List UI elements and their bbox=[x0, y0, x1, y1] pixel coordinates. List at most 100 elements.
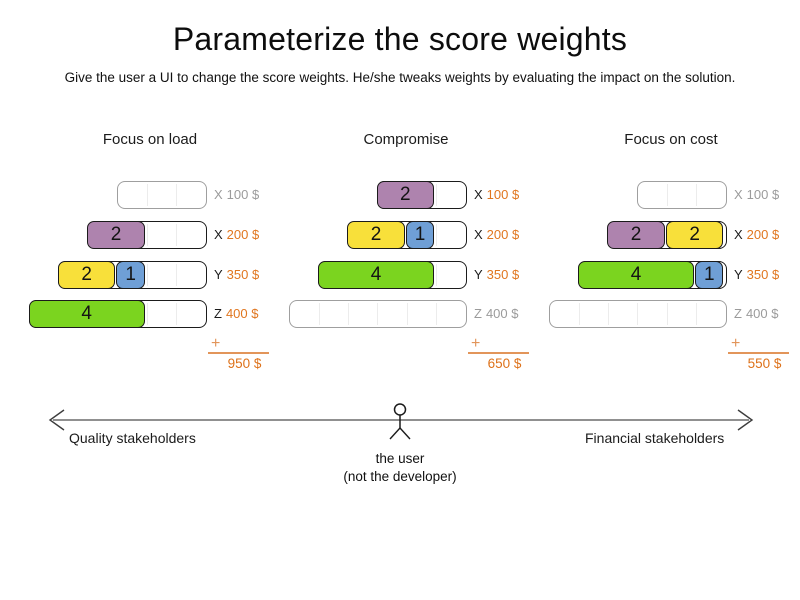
sum-line bbox=[208, 352, 269, 354]
row-label: X 200 $ bbox=[474, 221, 519, 248]
resource-letter: Z bbox=[214, 306, 222, 321]
segment-divider bbox=[377, 303, 379, 325]
weight-block-yellow: 2 bbox=[347, 220, 405, 249]
sum-line bbox=[468, 352, 529, 354]
segment-divider bbox=[608, 303, 610, 325]
segment-divider bbox=[578, 303, 580, 325]
weight-block-green: 4 bbox=[317, 260, 435, 289]
segment-divider bbox=[318, 303, 320, 325]
segment-divider bbox=[176, 224, 178, 246]
resource-letter: Z bbox=[734, 306, 742, 321]
segment-divider bbox=[436, 184, 438, 206]
row-label: Y 350 $ bbox=[734, 261, 779, 288]
weight-block-purple: 2 bbox=[87, 220, 145, 249]
weight-block-blue: 1 bbox=[116, 260, 145, 289]
row-label: X 100 $ bbox=[734, 181, 779, 208]
resource-cost: 200 $ bbox=[486, 227, 520, 242]
resource-cost: 200 $ bbox=[746, 227, 780, 242]
resource-cost: 400 $ bbox=[745, 306, 779, 321]
row-label: X 100 $ bbox=[214, 181, 259, 208]
segment-divider bbox=[436, 303, 438, 325]
resource-cost: 100 $ bbox=[746, 187, 780, 202]
left-arrowhead-icon bbox=[48, 409, 65, 431]
resource-cost: 350 $ bbox=[746, 267, 780, 282]
row-label: Z 400 $ bbox=[474, 300, 519, 327]
row-label: Z 400 $ bbox=[734, 300, 779, 327]
segment-divider bbox=[637, 303, 639, 325]
segment-divider bbox=[666, 184, 668, 206]
page-subtitle: Give the user a UI to change the score w… bbox=[64, 70, 736, 85]
stick-figure-icon bbox=[389, 403, 411, 440]
resource-letter: X bbox=[214, 187, 223, 202]
segment-divider bbox=[406, 303, 408, 325]
capacity-bar bbox=[549, 300, 727, 328]
row-label: Z 400 $ bbox=[214, 300, 259, 327]
segment-divider bbox=[146, 184, 148, 206]
resource-letter: Y bbox=[214, 267, 223, 282]
capacity-bar bbox=[117, 181, 207, 209]
segment-divider bbox=[436, 264, 438, 286]
panel-header-focus-on-load: Focus on load bbox=[102, 131, 198, 148]
plus-sign: + bbox=[471, 335, 481, 352]
total-cost: 650 $ bbox=[487, 356, 522, 371]
weight-block-blue: 1 bbox=[405, 220, 435, 249]
resource-cost: 100 $ bbox=[486, 187, 520, 202]
capacity-bar bbox=[289, 300, 467, 328]
segment-divider bbox=[176, 184, 178, 206]
resource-letter: X bbox=[474, 187, 483, 202]
segment-divider bbox=[146, 303, 148, 325]
user-caption-line1: the user bbox=[375, 451, 425, 466]
segment-divider bbox=[348, 303, 350, 325]
resource-cost: 350 $ bbox=[486, 267, 520, 282]
weight-block-green: 4 bbox=[28, 299, 145, 328]
capacity-bar: 2 bbox=[376, 180, 467, 209]
row-label: Y 350 $ bbox=[474, 261, 519, 288]
resource-letter: X bbox=[214, 227, 223, 242]
capacity-bar bbox=[637, 181, 727, 209]
panel-header-focus-on-cost: Focus on cost bbox=[624, 131, 718, 148]
plus-sign: + bbox=[731, 335, 741, 352]
page-title: Parameterize the score weights bbox=[172, 21, 628, 57]
total-cost: 950 $ bbox=[227, 356, 262, 371]
resource-cost: 400 $ bbox=[485, 306, 519, 321]
segment-divider bbox=[436, 224, 438, 246]
right-arrowhead-icon bbox=[737, 409, 754, 431]
capacity-bar: 4 bbox=[28, 299, 207, 328]
sum-line bbox=[728, 352, 789, 354]
weight-block-yellow: 2 bbox=[57, 260, 116, 289]
resource-cost: 400 $ bbox=[225, 306, 259, 321]
row-label: X 200 $ bbox=[214, 221, 259, 248]
resource-cost: 100 $ bbox=[226, 187, 260, 202]
resource-letter: Y bbox=[734, 267, 743, 282]
quality-stakeholders-label: Quality stakeholders bbox=[69, 430, 196, 446]
weight-block-purple: 2 bbox=[376, 180, 435, 209]
resource-letter: Z bbox=[474, 306, 482, 321]
resource-cost: 200 $ bbox=[226, 227, 260, 242]
stakeholder-axis bbox=[48, 403, 754, 440]
segment-divider bbox=[146, 224, 148, 246]
total-cost: 550 $ bbox=[747, 356, 782, 371]
resource-letter: X bbox=[734, 227, 743, 242]
row-label: X 200 $ bbox=[734, 221, 779, 248]
financial-stakeholders-label: Financial stakeholders bbox=[585, 430, 725, 446]
weight-block-green: 4 bbox=[577, 260, 695, 289]
panel-header-compromise: Compromise bbox=[363, 131, 449, 148]
segment-divider bbox=[696, 303, 698, 325]
segment-divider bbox=[146, 264, 148, 286]
capacity-bar: 2 bbox=[87, 220, 207, 249]
resource-letter: X bbox=[474, 227, 483, 242]
segment-divider bbox=[176, 264, 178, 286]
weight-block-blue: 1 bbox=[695, 260, 724, 289]
segment-divider bbox=[176, 303, 178, 325]
resource-letter: Y bbox=[474, 267, 483, 282]
row-label: X 100 $ bbox=[474, 181, 519, 208]
resource-cost: 350 $ bbox=[226, 267, 260, 282]
weight-block-purple: 2 bbox=[607, 220, 665, 249]
segment-divider bbox=[696, 184, 698, 206]
